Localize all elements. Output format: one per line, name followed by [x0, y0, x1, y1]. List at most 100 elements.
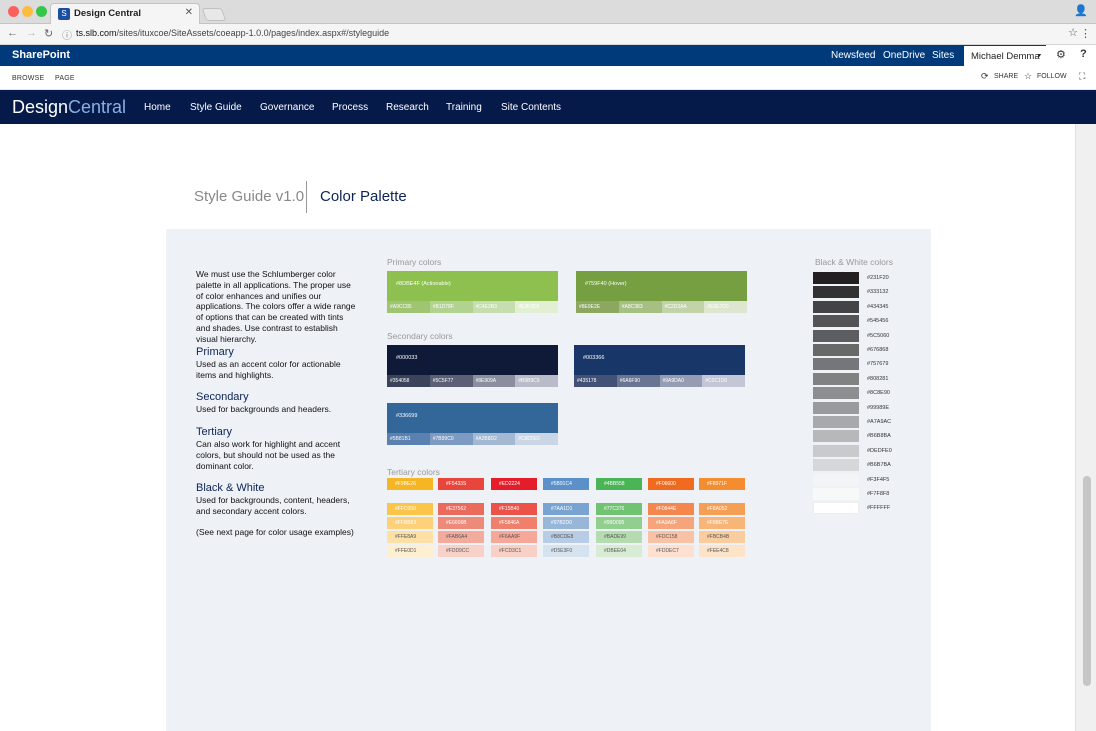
- tab-close-icon[interactable]: ✕: [184, 7, 193, 18]
- secondary-swatch-000033-main: #000033: [387, 345, 558, 375]
- bw-swatch-label: #333132: [867, 289, 889, 296]
- tertiary-swatch: #FFE8A9: [387, 531, 433, 543]
- tertiary-swatch: #F8971F: [699, 478, 745, 490]
- tertiary-swatch: #FFC050: [387, 503, 433, 515]
- primary-description: Used as an accent color for actionable i…: [196, 359, 341, 380]
- tertiary-swatch: #FDC158: [648, 531, 694, 543]
- newsfeed-link[interactable]: Newsfeed: [831, 50, 876, 61]
- nav-style-guide[interactable]: Style Guide: [190, 102, 242, 113]
- bw-swatch-label: #B6B7BA: [867, 462, 891, 469]
- secondary-swatch-000033-tint: #B9B9C5: [515, 375, 558, 387]
- nav-process[interactable]: Process: [332, 102, 369, 113]
- tertiary-swatch: #4BB558: [596, 478, 642, 490]
- maximize-window-button[interactable]: [36, 6, 47, 17]
- tertiary-swatch: #F8A052: [699, 503, 745, 515]
- bw-swatch-label: #DEDFE0: [867, 447, 892, 454]
- site-logo[interactable]: DesignCentral: [12, 97, 126, 118]
- primary-swatch-actionable-tint: #C4E2B3: [472, 301, 516, 313]
- bw-swatch-label: #99989E: [867, 404, 890, 411]
- secondary-heading: Secondary: [196, 391, 249, 403]
- tertiary-swatch: #97B2D0: [543, 517, 589, 529]
- tertiary-swatch: #E6606B: [438, 517, 484, 529]
- share-icon[interactable]: ⟳: [981, 71, 989, 81]
- back-icon[interactable]: ←: [7, 27, 18, 39]
- bw-swatch: [813, 488, 859, 500]
- page-tab[interactable]: PAGE: [55, 75, 75, 82]
- sites-link[interactable]: Sites: [932, 50, 955, 61]
- nav-research[interactable]: Research: [386, 102, 429, 113]
- bw-swatch-label: #F3F4F5: [867, 476, 890, 483]
- bw-swatch-label: #545456: [867, 318, 889, 325]
- tertiary-swatch: #BADE99: [596, 531, 642, 543]
- bw-swatch-label: #231F20: [867, 275, 889, 281]
- onedrive-link[interactable]: OneDrive: [883, 50, 926, 61]
- nav-site-contents[interactable]: Site Contents: [501, 102, 562, 113]
- bw-swatch: [813, 430, 859, 443]
- follow-button[interactable]: FOLLOW: [1037, 73, 1067, 80]
- tertiary-swatch: #7AA1D1: [543, 503, 589, 515]
- tertiary-swatch: #F5433S: [438, 478, 484, 490]
- share-button[interactable]: SHARE: [994, 73, 1019, 80]
- follow-star-icon[interactable]: ☆: [1024, 71, 1033, 81]
- bookmark-star-icon[interactable]: ☆: [1068, 27, 1078, 39]
- suite-right-area: ⚙ ?: [1046, 45, 1096, 66]
- new-tab-button[interactable]: [201, 8, 227, 21]
- nav-training[interactable]: Training: [446, 102, 482, 113]
- color-palette-panel: We must use the Schlumberger color palet…: [166, 229, 931, 731]
- bw-swatch-label: #808281: [867, 375, 889, 382]
- nav-home[interactable]: Home: [144, 102, 171, 113]
- bw-swatch-label: #FFFFFF: [867, 505, 891, 512]
- browser-tab[interactable]: S Design Central ✕: [50, 3, 200, 24]
- page-info-icon[interactable]: ⓘ: [62, 31, 72, 42]
- minimize-window-button[interactable]: [22, 6, 33, 17]
- bw-swatch: [813, 372, 859, 385]
- logo-part-b: Central: [68, 97, 127, 117]
- address-bar[interactable]: ⓘ ts.slb.com/sites/ituxcoe/SiteAssets/co…: [60, 26, 1078, 42]
- ribbon-tabs: BROWSE PAGE ⟳ SHARE ☆ FOLLOW ⛶: [0, 66, 1096, 90]
- sharepoint-brand[interactable]: SharePoint: [12, 49, 71, 61]
- browse-tab[interactable]: BROWSE: [12, 75, 45, 82]
- tertiary-swatch: #99D095: [596, 517, 642, 529]
- primary-swatch-actionable-main: #8DBE4F (Actionable): [387, 271, 558, 301]
- url-host: ts.slb.com: [76, 28, 117, 38]
- bw-swatch-label: #8C8E90: [867, 390, 890, 397]
- tertiary-swatch: #F6AA9F: [491, 531, 537, 543]
- page-scrollbar[interactable]: [1075, 124, 1096, 731]
- secondary-swatch-336699-main: #336699: [387, 403, 558, 433]
- logo-part-a: Design: [12, 97, 69, 117]
- profile-icon[interactable]: 👤: [1074, 5, 1088, 17]
- tertiary-swatch: #FBCB4B: [699, 531, 745, 543]
- bw-swatch: [813, 416, 859, 428]
- tab-title: Design Central: [74, 8, 142, 19]
- tertiary-swatch: #F0844E: [648, 503, 694, 515]
- help-icon[interactable]: ?: [1080, 48, 1087, 60]
- page-subtitle: Color Palette: [320, 188, 407, 205]
- tertiary-swatch: #F06600: [648, 478, 694, 490]
- reload-icon[interactable]: ↻: [44, 28, 54, 40]
- bw-swatch: [813, 387, 859, 400]
- primary-swatch-hover-tint: #8E9E2E: [576, 301, 619, 313]
- tertiary-swatch: #DBEE04: [596, 545, 642, 557]
- secondary-swatch-003366-tint: #435178: [574, 375, 617, 387]
- close-window-button[interactable]: [8, 6, 19, 17]
- bw-swatch: [813, 358, 859, 371]
- secondary-swatch-003366-tint: #9A9DA0: [659, 375, 703, 387]
- secondary-swatch-003366-tint: #6A6F90: [616, 375, 660, 387]
- bw-swatch-label: #434345: [867, 303, 889, 310]
- scrollbar-thumb[interactable]: [1083, 476, 1091, 686]
- secondary-swatch-336699-label: #336699: [396, 413, 418, 419]
- browser-menu-icon[interactable]: ⋮: [1080, 28, 1091, 40]
- sharepoint-suite-bar: SharePoint Newsfeed OneDrive Sites Micha…: [0, 45, 1096, 66]
- forward-icon[interactable]: →: [26, 27, 37, 39]
- secondary-swatch-003366-tint: #C0C1D0: [702, 375, 745, 387]
- focus-content-icon[interactable]: ⛶: [1079, 71, 1086, 81]
- secondary-swatch-336699-tint: #7B99C0: [429, 433, 473, 445]
- nav-governance[interactable]: Governance: [260, 102, 315, 113]
- secondary-swatch-003366-main: #003366: [574, 345, 745, 375]
- secondary-swatch-000033-tint: #8E909A: [472, 375, 516, 387]
- primary-swatch-hover: #759F40 (Hover) #8E9E2E #A8C383 #C2D3AA #E6E…: [576, 271, 747, 313]
- primary-swatch-actionable-tint: #E3F0D6: [515, 301, 558, 313]
- tertiary-swatch: #FDD9CC: [438, 545, 484, 557]
- gear-icon[interactable]: ⚙: [1056, 49, 1066, 61]
- user-menu[interactable]: Michael Demma ▾: [964, 45, 1046, 66]
